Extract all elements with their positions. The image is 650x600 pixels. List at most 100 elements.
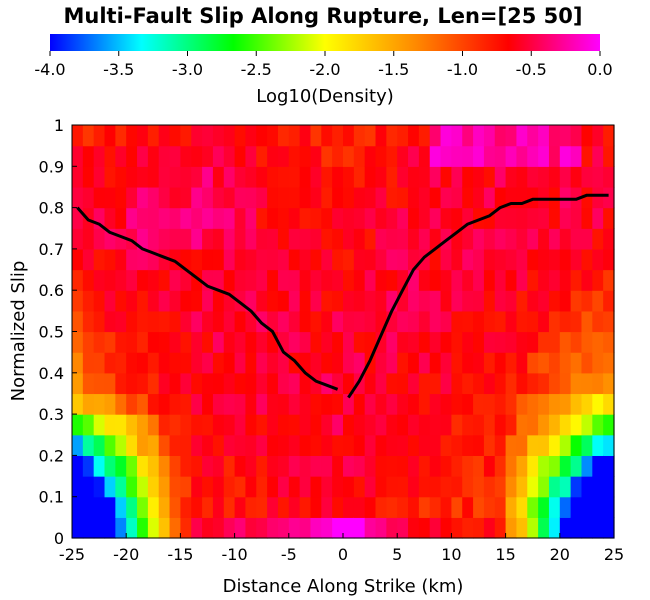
heatmap-cell xyxy=(353,517,366,539)
heatmap-cell xyxy=(505,310,518,333)
heatmap-cell xyxy=(223,476,236,498)
heatmap-cell xyxy=(429,372,442,395)
heatmap-cell xyxy=(299,331,312,353)
heatmap-cell xyxy=(82,496,95,518)
heatmap-cell xyxy=(451,145,463,167)
heatmap-cell xyxy=(570,455,583,477)
heatmap-cell xyxy=(538,290,550,312)
heatmap-cell xyxy=(104,434,116,456)
heatmap-cell xyxy=(288,228,301,250)
heatmap-cell xyxy=(473,476,485,498)
heatmap-cell xyxy=(72,310,84,333)
heatmap-cell xyxy=(538,207,550,229)
heatmap-cell xyxy=(386,331,398,353)
heatmap-cell xyxy=(299,476,312,498)
heatmap-cell xyxy=(353,414,366,436)
heatmap-cell xyxy=(505,372,518,395)
heatmap-cell xyxy=(603,434,615,456)
x-tick-label: 5 xyxy=(392,545,402,564)
heatmap-cell xyxy=(375,248,387,271)
heatmap-cell xyxy=(364,434,377,456)
heatmap-cell xyxy=(505,414,518,436)
heatmap-cell xyxy=(386,310,398,333)
heatmap-cell xyxy=(321,455,333,477)
heatmap-cell xyxy=(364,393,377,415)
heatmap-cell xyxy=(223,517,236,539)
heatmap-cell xyxy=(180,496,192,518)
heatmap-cell xyxy=(93,517,106,539)
heatmap-cell xyxy=(245,228,257,250)
heatmap-cell xyxy=(180,372,192,395)
colorbar-tick-label: -0.5 xyxy=(516,60,547,79)
heatmap-cell xyxy=(180,166,192,188)
heatmap-cell xyxy=(592,496,604,518)
heatmap-cell xyxy=(473,352,485,374)
heatmap-cell xyxy=(332,166,344,188)
heatmap-cell xyxy=(115,290,127,312)
heatmap-cell xyxy=(527,476,539,498)
heatmap-cell xyxy=(169,145,181,167)
heatmap-cell xyxy=(310,125,322,147)
heatmap-cell xyxy=(538,269,550,291)
heatmap-cell xyxy=(245,186,257,209)
heatmap-cell xyxy=(559,310,572,333)
heatmap-cell xyxy=(267,145,279,167)
heatmap-cell xyxy=(516,248,528,271)
heatmap-cell xyxy=(180,393,192,415)
heatmap-cell xyxy=(234,269,247,291)
heatmap-cell xyxy=(353,455,366,477)
heatmap-cell xyxy=(538,228,550,250)
heatmap-cell xyxy=(72,455,84,477)
heatmap-cell xyxy=(386,125,398,147)
heatmap-cell xyxy=(321,517,333,539)
heatmap-cell xyxy=(93,496,106,518)
heatmap-cell xyxy=(310,166,322,188)
heatmap-cell xyxy=(191,476,203,498)
heatmap-cell xyxy=(375,414,387,436)
heatmap-cell xyxy=(115,145,127,167)
heatmap-cell xyxy=(137,228,149,250)
heatmap-cell xyxy=(332,434,344,456)
heatmap-cell xyxy=(169,372,181,395)
heatmap-cell xyxy=(126,455,138,477)
heatmap-cell xyxy=(147,476,160,498)
heatmap-cell xyxy=(191,455,203,477)
heatmap-cell xyxy=(202,269,214,291)
heatmap-cell xyxy=(332,372,344,395)
heatmap-cell xyxy=(408,207,420,229)
heatmap-cell xyxy=(82,517,95,539)
heatmap-cell xyxy=(299,125,312,147)
heatmap-cell xyxy=(332,517,344,539)
heatmap-cell xyxy=(538,455,550,477)
heatmap-cell xyxy=(191,207,203,229)
heatmap-cell xyxy=(473,166,485,188)
heatmap-cell xyxy=(603,228,615,250)
heatmap-cell xyxy=(592,517,604,539)
heatmap-cell xyxy=(397,352,409,374)
colorbar-tick-label: -2.5 xyxy=(241,60,272,79)
heatmap-cell xyxy=(82,393,95,415)
heatmap-cell xyxy=(158,207,171,229)
heatmap-cell xyxy=(158,310,171,333)
heatmap-cell xyxy=(126,125,138,147)
heatmap-cell xyxy=(212,125,225,147)
heatmap-cell xyxy=(592,352,604,374)
heatmap-cell xyxy=(397,517,409,539)
heatmap-cell xyxy=(321,207,333,229)
heatmap-cell xyxy=(375,207,387,229)
heatmap-cell xyxy=(310,186,322,209)
heatmap-cell xyxy=(473,248,485,271)
heatmap-cell xyxy=(180,455,192,477)
heatmap-cell xyxy=(267,207,279,229)
heatmap-cell xyxy=(245,310,257,333)
heatmap-cell xyxy=(115,269,127,291)
heatmap-cell xyxy=(299,372,312,395)
heatmap-cell xyxy=(104,290,116,312)
heatmap-cell xyxy=(603,496,615,518)
heatmap-cell xyxy=(581,496,593,518)
heatmap-cell xyxy=(429,455,442,477)
heatmap-cell xyxy=(429,228,442,250)
y-axis-label: Normalized Slip xyxy=(8,261,29,402)
heatmap-cell xyxy=(234,476,247,498)
mean-slip-line xyxy=(347,193,609,399)
